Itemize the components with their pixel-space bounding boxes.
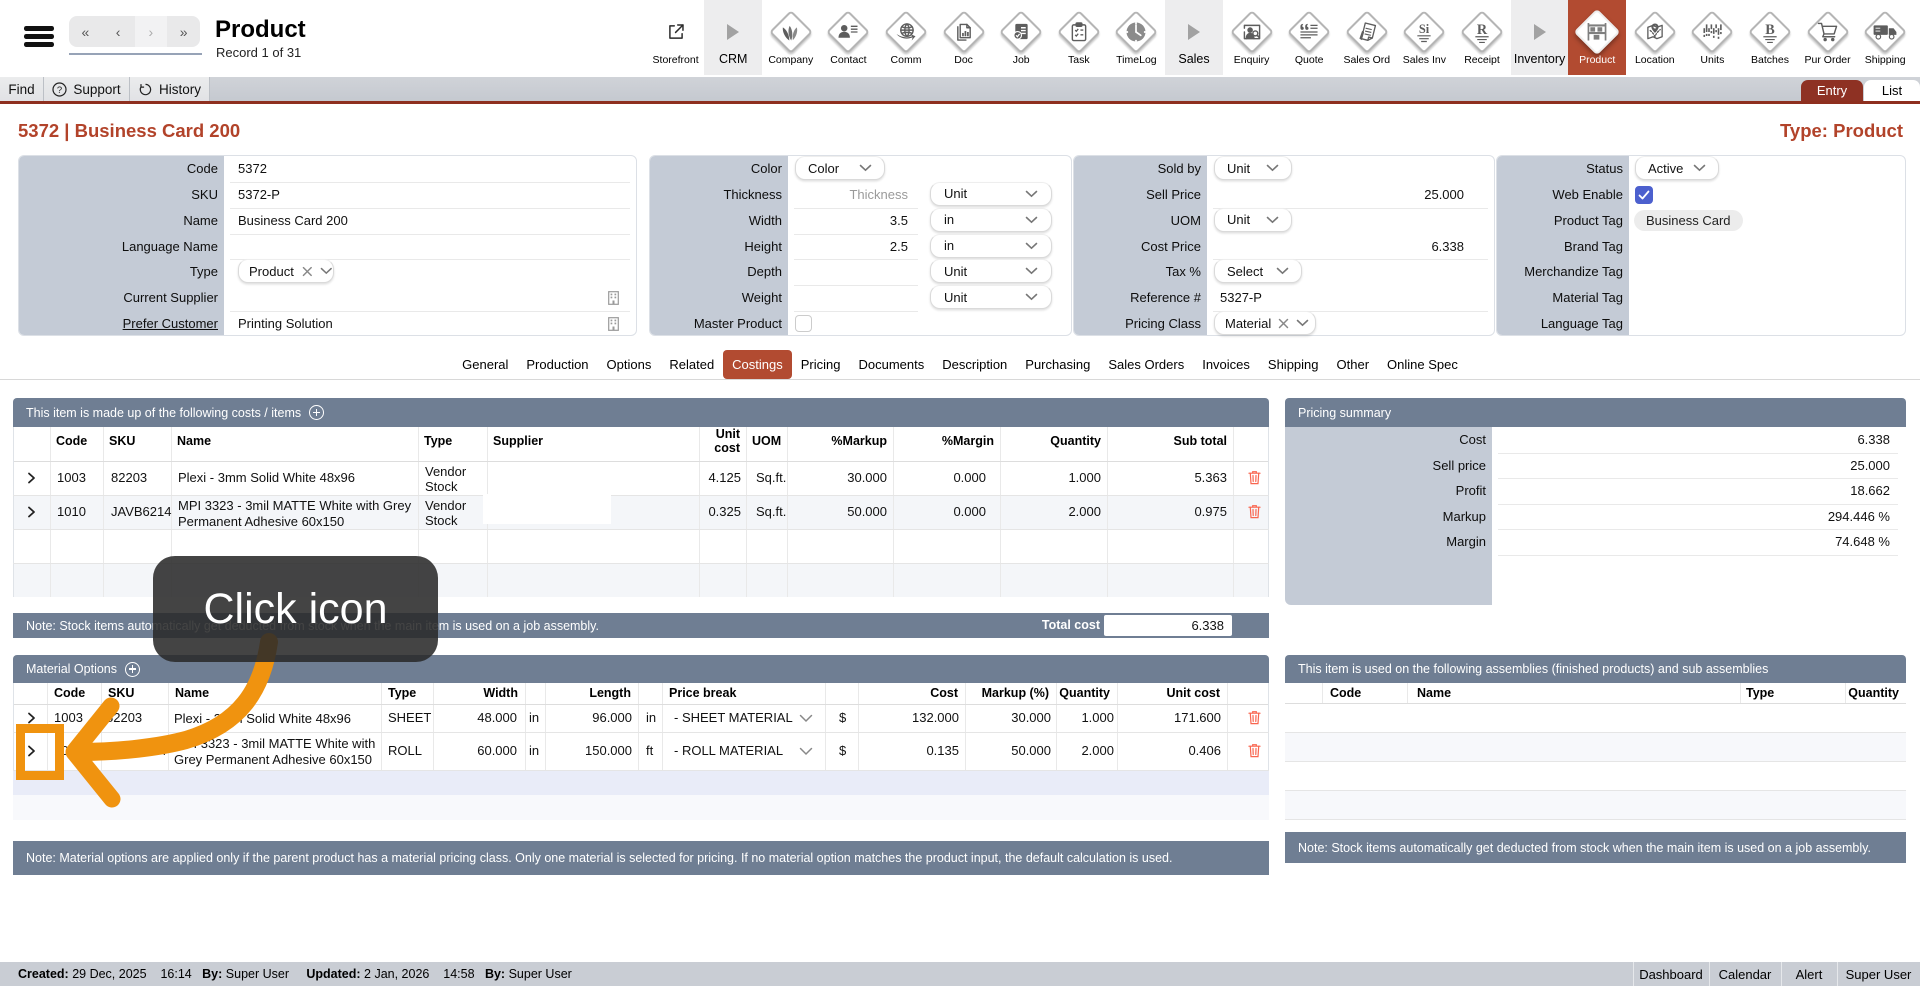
svg-text:?: ? (57, 85, 62, 96)
svg-text:Si: Si (1419, 22, 1430, 36)
svg-text:B: B (1765, 22, 1775, 38)
svg-text:R: R (1477, 22, 1488, 38)
